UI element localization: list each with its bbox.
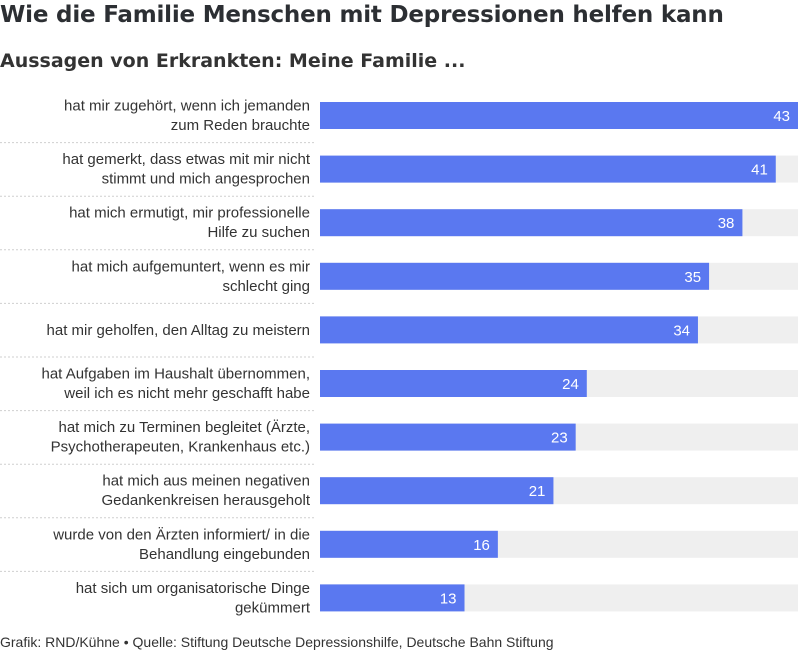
category-label: hat sich um organisatorische Dinge gekümm… bbox=[76, 580, 311, 617]
category-label: hat gemerkt, dass etwas mit mir nicht sti… bbox=[62, 151, 310, 188]
category-label-line: Psychotherapeuten, Krankenhaus etc.) bbox=[51, 439, 310, 456]
bar-row: hat mich zu Terminen begleitet (Ärzte, Ps… bbox=[0, 419, 798, 465]
bar-row: hat gemerkt, dass etwas mit mir nicht sti… bbox=[0, 151, 798, 197]
category-label-line: Hilfe zu suchen bbox=[207, 224, 310, 241]
category-label-line: stimmt und mich angesprochen bbox=[102, 171, 310, 188]
bar-row: hat sich um organisatorische Dinge gekümm… bbox=[76, 580, 798, 617]
bar bbox=[320, 370, 587, 397]
bar bbox=[320, 530, 498, 558]
bar bbox=[320, 209, 743, 237]
value-label: 16 bbox=[473, 537, 490, 554]
category-label-line: hat gemerkt, dass etwas mit mir nicht bbox=[62, 151, 310, 168]
value-label: 21 bbox=[529, 483, 546, 500]
category-label: hat mich zu Terminen begleitet (Ärzte, Ps… bbox=[51, 419, 310, 456]
footer-source: Quelle: Stiftung Deutsche Depressionshil… bbox=[132, 634, 554, 650]
category-label-line: weil ich es nicht mehr geschafft habe bbox=[63, 385, 310, 402]
category-label: hat mich aus meinen negativen Gedankenkre… bbox=[102, 473, 311, 510]
bar-row: hat mich ermutigt, mir professionelle Hil… bbox=[0, 205, 798, 251]
bar-row: hat Aufgaben im Haushalt übernommen, weil… bbox=[0, 366, 798, 412]
bar-chart: hat mir zugehört, wenn ich jemanden zum R… bbox=[0, 98, 798, 617]
value-label: 41 bbox=[751, 162, 768, 179]
bar bbox=[320, 316, 698, 344]
category-label-line: hat mich aufgemuntert, wenn es mir bbox=[72, 258, 310, 275]
footer-separator: • bbox=[123, 634, 129, 650]
category-label-line: schlecht ging bbox=[222, 278, 310, 295]
category-label-line: gekümmert bbox=[235, 599, 311, 616]
category-label: hat mir zugehört, wenn ich jemanden zum R… bbox=[64, 98, 310, 135]
category-label: hat mich aufgemuntert, wenn es mir schlec… bbox=[72, 258, 310, 295]
category-label: wurde von den Ärzten informiert/ in die B… bbox=[52, 526, 310, 563]
value-label: 23 bbox=[551, 430, 568, 447]
category-label-line: hat Aufgaben im Haushalt übernommen, bbox=[42, 366, 311, 383]
category-label-line: Behandlung eingebunden bbox=[139, 546, 310, 563]
chart-subtitle: Aussagen von Erkrankten: Meine Familie .… bbox=[0, 50, 466, 72]
category-label: hat mich ermutigt, mir professionelle Hil… bbox=[69, 205, 310, 242]
bar bbox=[320, 423, 576, 451]
footer: Grafik: RND/Kühne • Quelle: Stiftung Deu… bbox=[0, 634, 554, 650]
category-label-line: hat mir geholfen, den Alltag zu meistern bbox=[47, 322, 310, 339]
category-label-line: zum Reden brauchte bbox=[171, 117, 310, 134]
category-label-line: hat mir zugehört, wenn ich jemanden bbox=[64, 98, 310, 115]
bar-row: hat mich aufgemuntert, wenn es mir schlec… bbox=[0, 258, 798, 304]
bar-row: hat mir zugehört, wenn ich jemanden zum R… bbox=[0, 98, 798, 144]
bar-row: hat mich aus meinen negativen Gedankenkre… bbox=[0, 473, 798, 519]
category-label-line: hat mich zu Terminen begleitet (Ärzte, bbox=[58, 419, 310, 436]
category-label-line: hat mich ermutigt, mir professionelle bbox=[69, 205, 310, 222]
bar-row: wurde von den Ärzten informiert/ in die B… bbox=[0, 526, 798, 572]
bar bbox=[320, 262, 710, 290]
category-label: hat Aufgaben im Haushalt übernommen, weil… bbox=[42, 366, 311, 403]
value-label: 24 bbox=[562, 376, 579, 393]
category-label-line: Gedankenkreisen herausgeholt bbox=[102, 492, 311, 509]
category-label-line: hat sich um organisatorische Dinge bbox=[76, 580, 310, 597]
value-label: 38 bbox=[718, 215, 735, 232]
value-label: 34 bbox=[673, 322, 690, 339]
bar-row: hat mir geholfen, den Alltag zu meistern… bbox=[0, 316, 798, 358]
bar bbox=[320, 584, 465, 612]
bar bbox=[320, 477, 554, 505]
chart-title: Wie die Familie Menschen mit Depressione… bbox=[0, 2, 724, 28]
category-label-line: wurde von den Ärzten informiert/ in die bbox=[52, 526, 310, 543]
bar bbox=[320, 155, 776, 183]
value-label: 35 bbox=[684, 269, 701, 286]
value-label: 13 bbox=[440, 590, 457, 607]
bar bbox=[320, 102, 798, 129]
category-label: hat mir geholfen, den Alltag zu meistern bbox=[47, 322, 310, 339]
footer-credit: Grafik: RND/Kühne bbox=[0, 634, 120, 650]
category-label-line: hat mich aus meinen negativen bbox=[102, 473, 310, 490]
value-label: 43 bbox=[773, 108, 790, 125]
